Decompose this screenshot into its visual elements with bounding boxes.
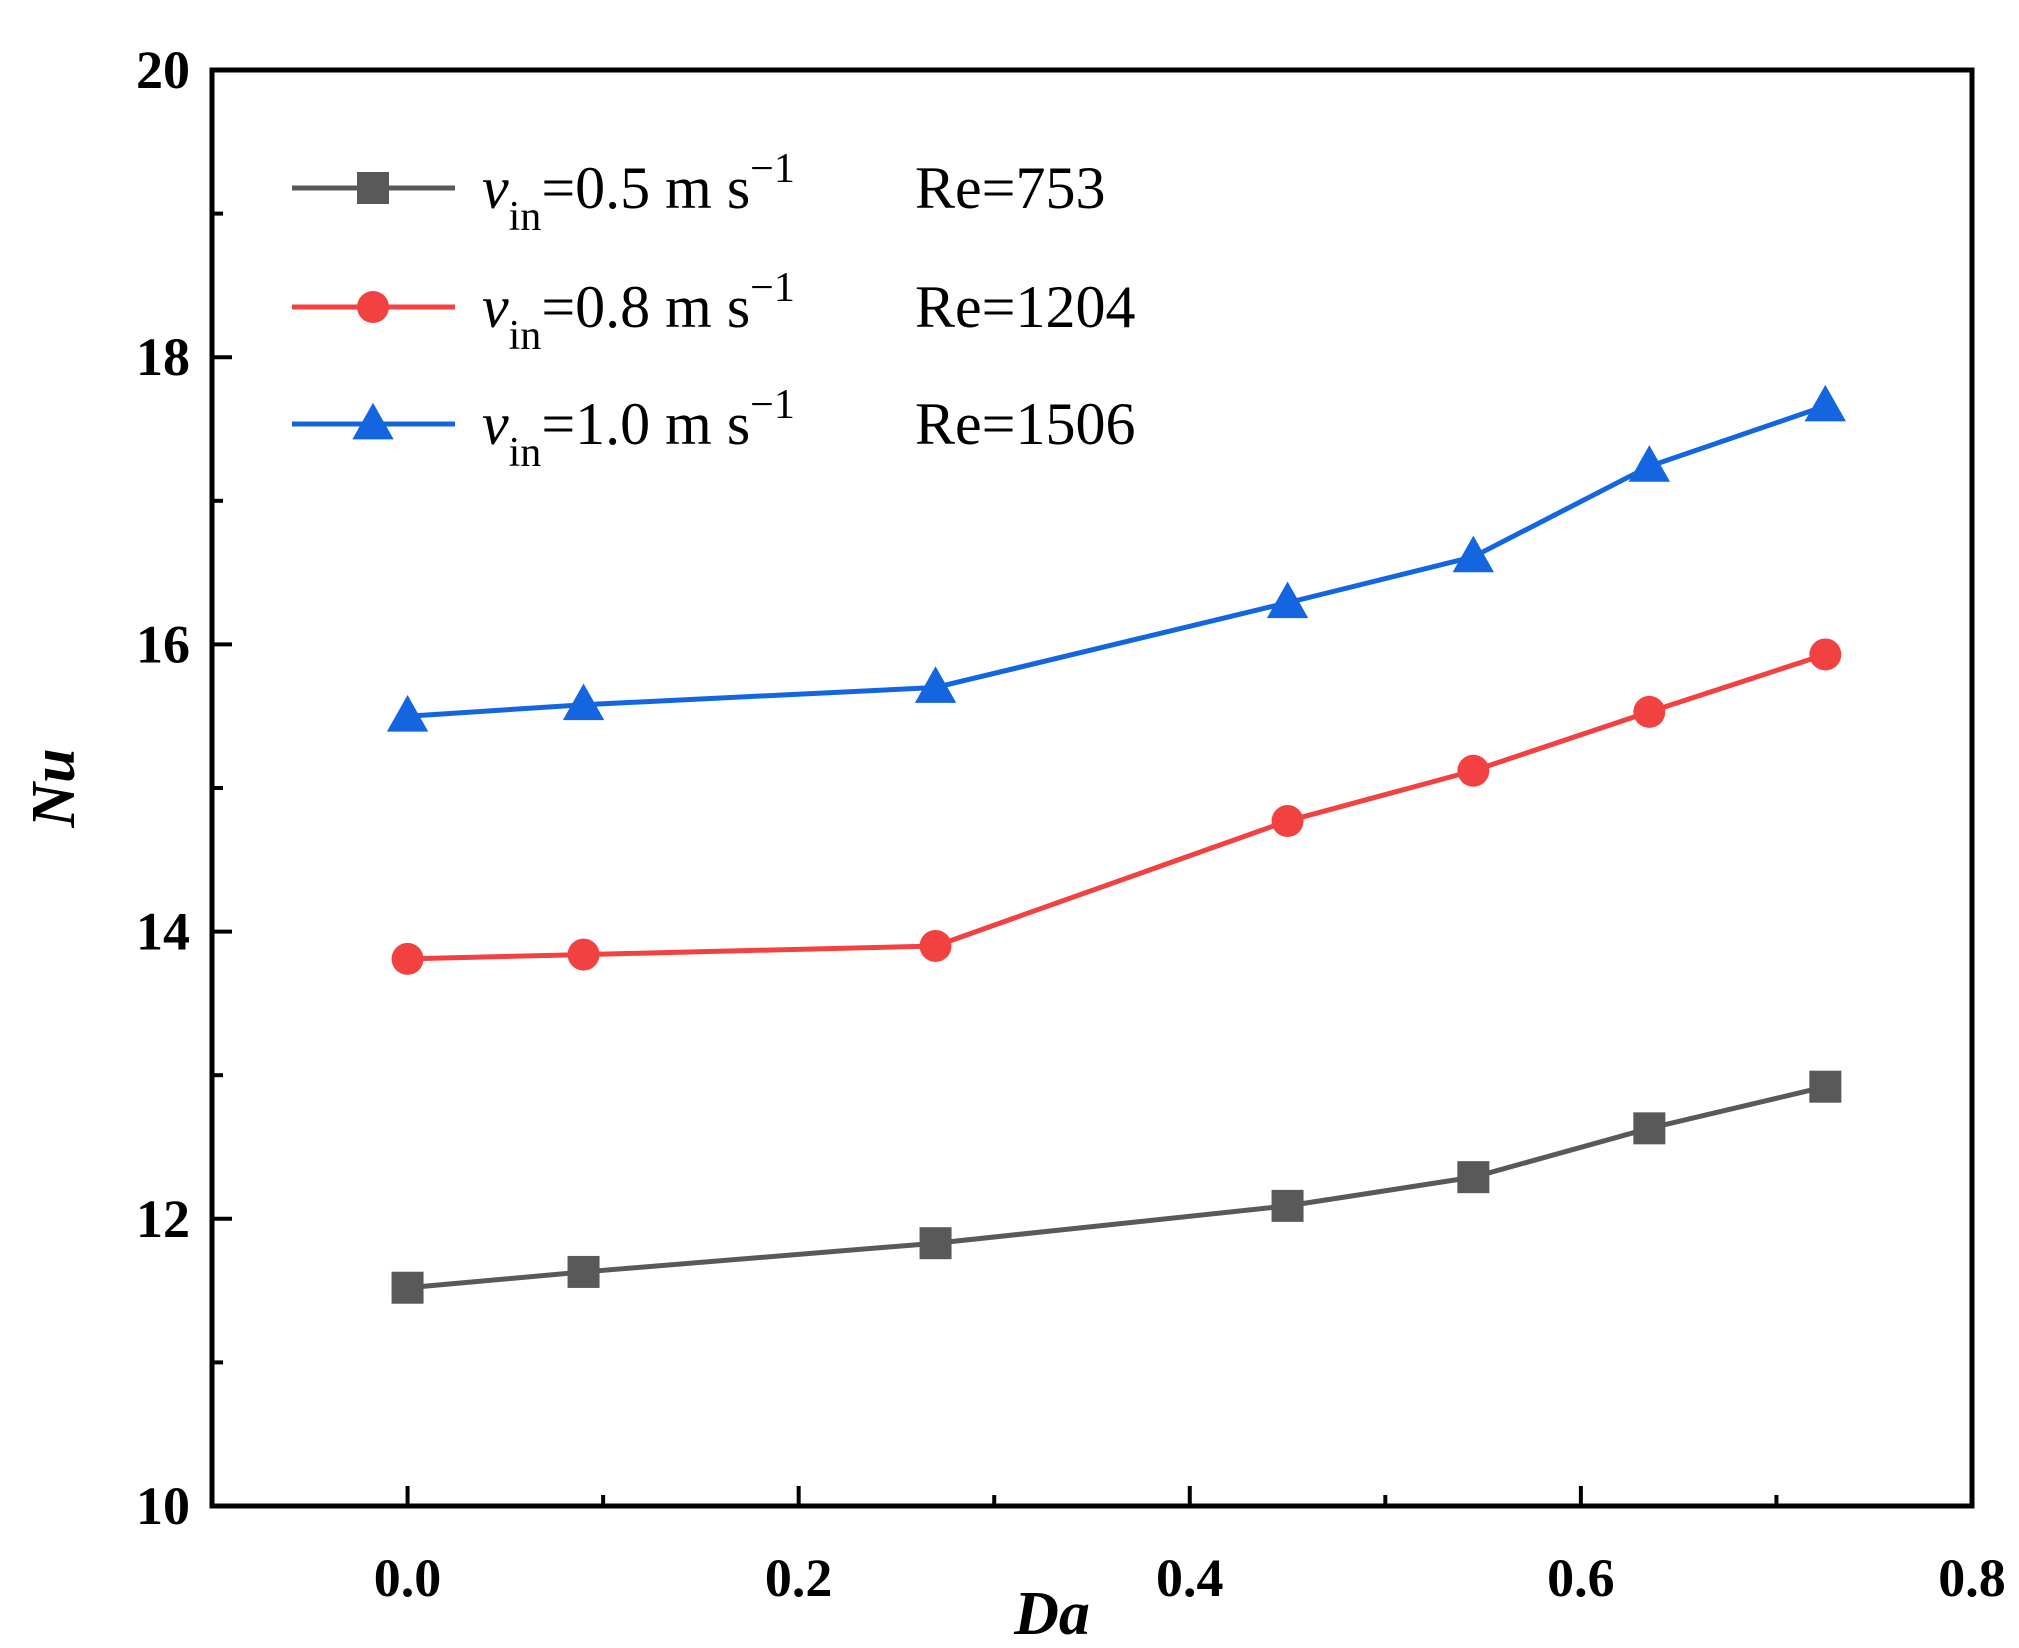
legend-re-label: Re=1506 — [915, 391, 1136, 457]
legend-label: vin=1.0 m s−1 — [482, 382, 795, 476]
x-tick-label: 0.4 — [1156, 1548, 1224, 1608]
data-point — [562, 683, 605, 721]
x-tick-label: 0.2 — [765, 1548, 833, 1608]
data-point — [1457, 1161, 1490, 1194]
x-tick-label: 0.8 — [1938, 1548, 2006, 1608]
data-point — [1809, 638, 1842, 671]
series-line — [407, 652, 1827, 962]
data-point — [386, 694, 429, 732]
legend-re-label: Re=753 — [915, 155, 1106, 221]
series-3 — [386, 384, 1847, 732]
legend-swatch-marker — [357, 172, 389, 204]
legend-label: vin=0.5 m s−1 — [482, 146, 795, 240]
data-point — [919, 929, 952, 962]
data-point — [1271, 1189, 1304, 1222]
axis-ticks: 0.0 0.2 0.4 0.6 0.8 10 12 14 16 18 20 — [136, 40, 2006, 1608]
data-point — [1633, 1112, 1666, 1145]
data-point — [567, 1255, 600, 1288]
y-tick-label: 14 — [136, 902, 190, 962]
data-point — [1633, 695, 1666, 728]
data-point — [391, 1271, 424, 1304]
data-point — [1809, 1070, 1842, 1103]
series-1 — [391, 1070, 1842, 1304]
y-tick-label: 16 — [136, 614, 190, 674]
legend-item: vin=0.5 m s−1 Re=753 — [292, 146, 1106, 240]
y-tick-label: 18 — [136, 327, 190, 387]
data-point — [1271, 805, 1304, 838]
data-point — [1804, 384, 1847, 422]
data-point — [1628, 445, 1671, 482]
series-line — [407, 1084, 1826, 1291]
data-point — [391, 942, 424, 975]
legend-re-label: Re=1204 — [915, 274, 1136, 340]
legend-label: vin=0.8 m s−1 — [482, 265, 795, 359]
y-tick-label: 20 — [136, 40, 190, 100]
legend-swatch-marker — [352, 402, 394, 440]
data-point — [1452, 535, 1495, 573]
y-tick-label: 10 — [136, 1476, 190, 1536]
data-point — [1266, 581, 1309, 619]
x-tick-label: 0.6 — [1547, 1548, 1615, 1608]
data-point — [914, 666, 957, 703]
x-tick-label: 0.0 — [374, 1548, 442, 1608]
legend-item: vin=0.8 m s−1 Re=1204 — [292, 265, 1136, 359]
x-axis-title: Da — [1013, 1580, 1090, 1648]
data-point — [919, 1227, 952, 1260]
data-point — [567, 938, 600, 971]
y-tick-label: 12 — [136, 1189, 190, 1249]
data-point — [1457, 754, 1490, 787]
plot-frame — [209, 67, 1975, 1509]
series-lines — [386, 384, 1847, 1304]
legend-item: vin=1.0 m s−1 Re=1506 — [292, 382, 1136, 476]
series-2 — [391, 638, 1842, 975]
y-axis-title: Nu — [20, 748, 88, 828]
legend-swatch-marker — [357, 291, 389, 323]
